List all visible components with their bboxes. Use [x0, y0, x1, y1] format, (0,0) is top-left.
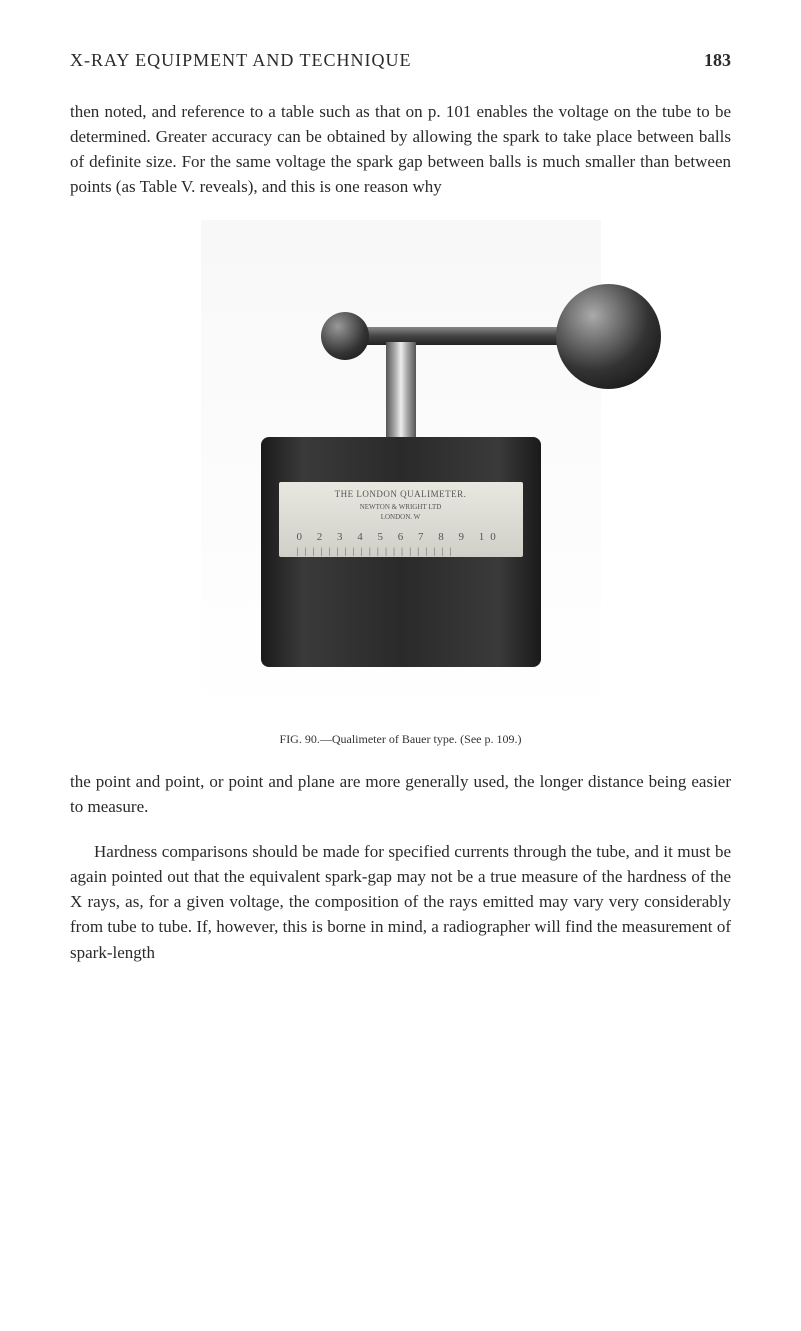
- figure-90: THE LONDON QUALIMETER. NEWTON & WRIGHT L…: [70, 220, 731, 747]
- paragraph-2: the point and point, or point and plane …: [70, 769, 731, 819]
- scale-numbers: 0 2 3 4 5 6 7 8 9 10: [289, 529, 513, 546]
- small-sphere: [321, 312, 369, 360]
- device-cylinder-body: THE LONDON QUALIMETER. NEWTON & WRIGHT L…: [261, 437, 541, 667]
- label-main: THE LONDON QUALIMETER.: [289, 488, 513, 502]
- caption-text: —Qualimeter of Bauer type. (See p. 109.): [320, 732, 522, 746]
- label-manufacturer: NEWTON & WRIGHT LTD: [289, 502, 513, 513]
- scale-marks: | | | | | | | | | | | | | | | | | | | |: [289, 545, 513, 559]
- paragraph-1: then noted, and reference to a table suc…: [70, 99, 731, 200]
- caption-prefix: FIG. 90.: [280, 732, 320, 746]
- page-header: X-RAY EQUIPMENT AND TECHNIQUE 183: [70, 50, 731, 71]
- chapter-title: X-RAY EQUIPMENT AND TECHNIQUE: [70, 50, 412, 71]
- label-location: LONDON. W: [289, 512, 513, 523]
- page-number: 183: [704, 50, 731, 71]
- horizontal-arm: [331, 327, 591, 345]
- device-upper-assembly: [311, 272, 491, 442]
- paragraph-3: Hardness comparisons should be made for …: [70, 839, 731, 965]
- device-label-plate: THE LONDON QUALIMETER. NEWTON & WRIGHT L…: [279, 482, 523, 557]
- figure-caption: FIG. 90.—Qualimeter of Bauer type. (See …: [280, 732, 522, 747]
- large-sphere: [556, 284, 661, 389]
- figure-image: THE LONDON QUALIMETER. NEWTON & WRIGHT L…: [201, 220, 601, 720]
